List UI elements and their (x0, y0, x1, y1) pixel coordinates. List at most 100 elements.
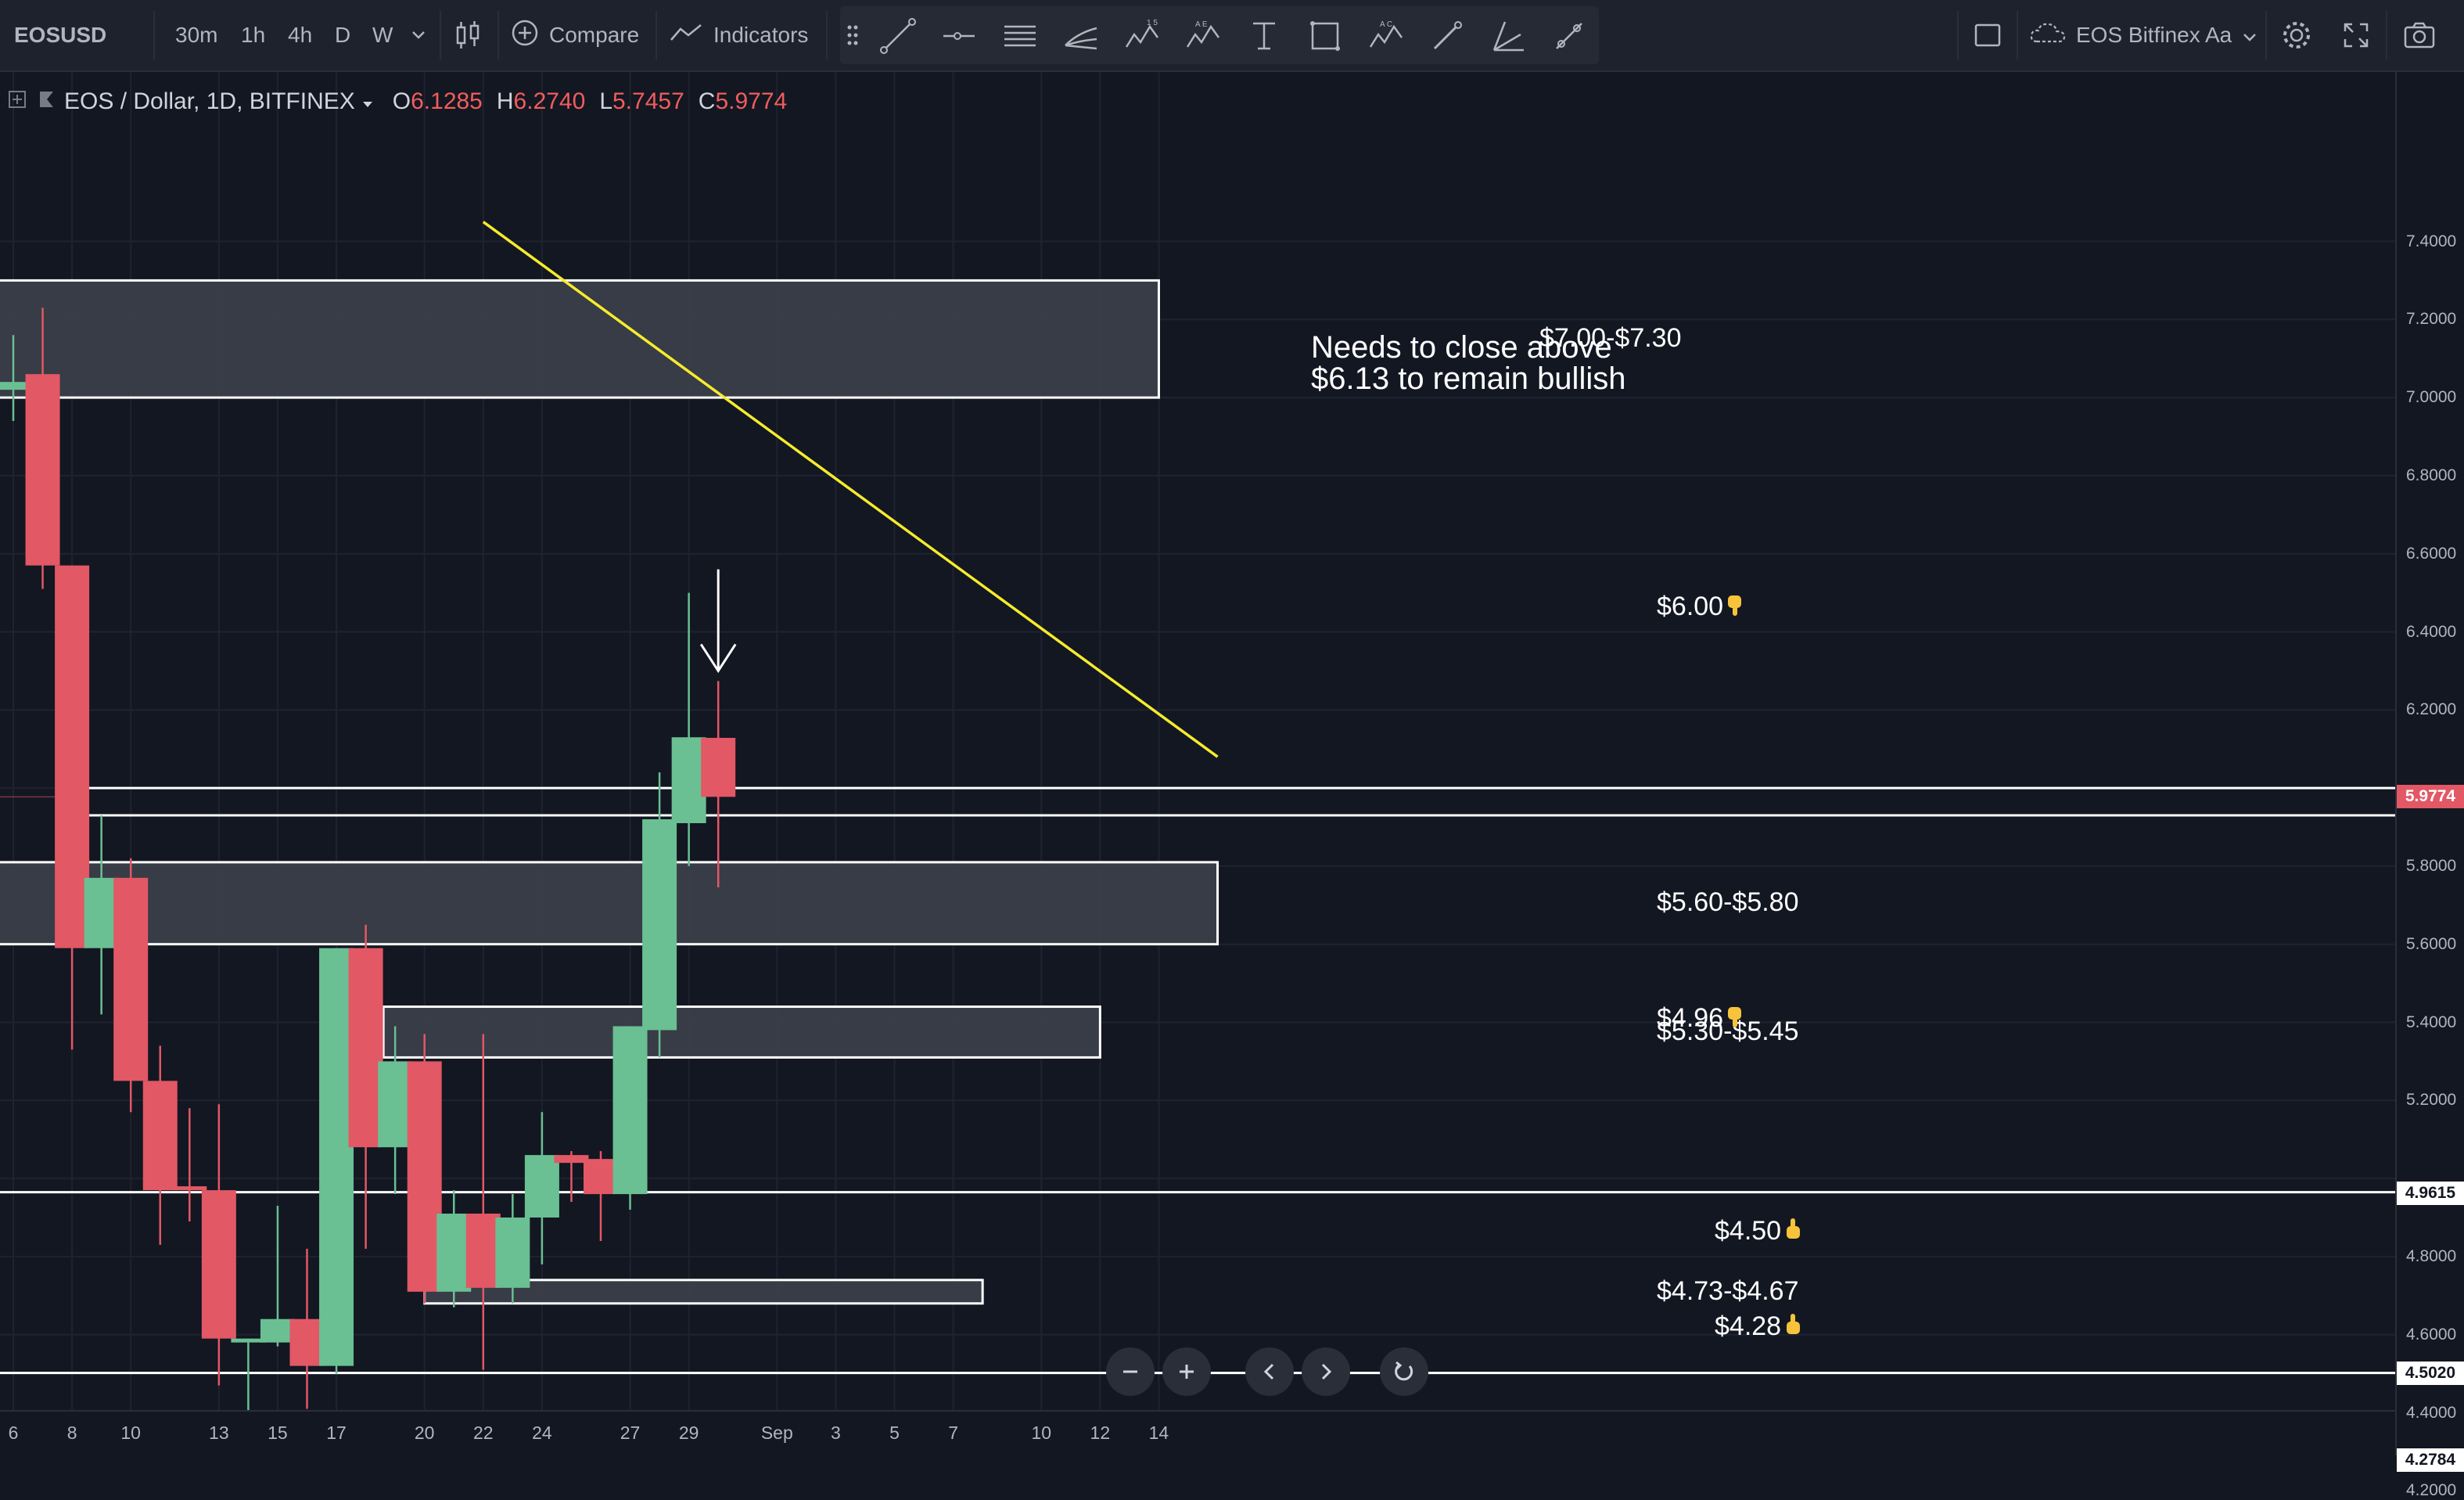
toolbar-divider (2265, 11, 2267, 59)
candlesticks (0, 308, 736, 1410)
layout-name-label: EOS Bitfinex Aa (2076, 23, 2232, 47)
date-tick-label: 29 (678, 1423, 699, 1443)
candle-body (231, 1338, 266, 1343)
elliott-wave-tool-icon[interactable]: 1 5 (1123, 17, 1161, 55)
candle-style-icon[interactable] (454, 0, 482, 70)
brush-tool-icon[interactable] (1428, 17, 1466, 55)
timeframe-w-button[interactable]: W (372, 23, 393, 47)
date-tick-label: 17 (326, 1423, 347, 1443)
cloud-icon (2029, 21, 2067, 50)
level-label-0: $6.00 (1657, 592, 1744, 624)
svg-text:1 5: 1 5 (1147, 19, 1158, 27)
layout-menu-button[interactable]: EOS Bitfinex Aa (2029, 0, 2257, 70)
parallel-channel-tool-icon[interactable] (1001, 17, 1039, 55)
toolbar-divider (826, 11, 828, 59)
top-toolbar: EOSUSD 30m 1h 4h D W Compare Indicators … (0, 0, 2464, 72)
plus-icon (1180, 1365, 1194, 1379)
symbol-search-button[interactable]: EOSUSD (14, 23, 107, 47)
price-zones (0, 279, 1219, 1305)
date-tick-label: 6 (8, 1423, 19, 1443)
compare-label: Compare (549, 23, 640, 47)
candle-body (612, 1026, 648, 1195)
date-tick-label: 20 (414, 1423, 435, 1443)
zone-label-1: $5.60-$5.80 (1657, 887, 1799, 918)
rectangle-tool-icon[interactable] (1306, 17, 1344, 55)
gann-fan-tool-icon[interactable] (1489, 17, 1527, 55)
timeframe-d-button[interactable]: D (335, 23, 351, 47)
drag-handle-icon[interactable] (846, 23, 859, 51)
legend-high-value: 6.2740 (513, 88, 586, 114)
xabcd-pattern-tool-icon[interactable]: A C (1367, 17, 1405, 55)
date-tick-label: 27 (620, 1423, 641, 1443)
zone-label-1-text: $5.60-$5.80 (1657, 887, 1799, 918)
compare-button[interactable]: Compare (512, 0, 639, 70)
price-tag: 4.2784 (2397, 1448, 2464, 1473)
date-tick-label: 15 (268, 1423, 288, 1443)
level-label-2-text: $4.50 (1715, 1216, 1782, 1246)
toolbar-divider (1957, 11, 1959, 59)
price-tick-label: 6.6000 (2406, 544, 2457, 563)
candle-body (524, 1155, 559, 1218)
gear-icon[interactable] (2281, 0, 2312, 70)
chart-pane[interactable]: $7.00-$7.30 $5.60-$5.80 $5.30-$5.45 $4.73-$… (0, 72, 2395, 1410)
zone-label-0: $7.00-$7.30 (1539, 323, 1682, 354)
camera-icon[interactable] (2403, 0, 2436, 70)
trend-line-tool-icon[interactable] (879, 17, 917, 55)
date-tick-label: Sep (760, 1423, 793, 1443)
svg-text:A C: A C (1380, 20, 1392, 29)
annotation-line-2: $6.13 to remain bullish (1311, 362, 1626, 396)
candle-body (495, 1218, 530, 1288)
timeframe-1h-button[interactable]: 1h (241, 23, 266, 47)
date-tick-label: 10 (120, 1423, 141, 1443)
candle-body (701, 737, 736, 797)
pitchfork-tool-icon[interactable] (1062, 17, 1100, 55)
zoom-out-button[interactable] (1106, 1347, 1155, 1396)
time-axis[interactable]: 6 8 10 13 15 17 20 22 24 27 29 Sep 3 5 7 10 12 14 (0, 1410, 2395, 1457)
expand-icon[interactable] (2342, 0, 2370, 70)
candle-body (554, 1155, 589, 1164)
date-tick-label: 24 (532, 1423, 552, 1443)
zoom-in-button[interactable] (1162, 1347, 1211, 1396)
timeframe-4h-button[interactable]: 4h (288, 23, 313, 47)
chevron-down-icon (2243, 23, 2257, 48)
chart-canvas[interactable] (0, 72, 2395, 1410)
legend-title[interactable]: EOS / Dollar, 1D, BITFINEX (64, 88, 355, 114)
date-tick-label: 5 (889, 1423, 900, 1443)
abcd-pattern-tool-icon[interactable]: A E (1184, 17, 1222, 55)
refresh-icon (1395, 1361, 1413, 1381)
timeframe-dropdown-chevron-icon[interactable] (411, 0, 426, 70)
text-tool-icon[interactable] (1245, 17, 1283, 55)
legend-open-value: 6.1285 (411, 88, 483, 114)
candle-body (84, 877, 119, 948)
price-tick-label: 6.8000 (2406, 466, 2457, 484)
measure-tool-icon[interactable] (1550, 17, 1588, 55)
horizontal-ray-tool-icon[interactable] (940, 17, 978, 55)
candle-body (436, 1214, 472, 1292)
price-tag: 4.5020 (2397, 1361, 2464, 1385)
scroll-left-button[interactable] (1245, 1347, 1294, 1396)
price-tick-label: 5.2000 (2406, 1091, 2457, 1110)
timeframe-30m-button[interactable]: 30m (175, 23, 218, 47)
expand-legend-icon[interactable] (8, 88, 27, 115)
fullscreen-square-icon[interactable] (1973, 0, 2002, 70)
legend-dropdown-icon[interactable] (361, 88, 374, 115)
reset-chart-button[interactable] (1380, 1347, 1428, 1396)
price-zone-box (382, 1005, 1101, 1059)
scroll-right-button[interactable] (1302, 1347, 1350, 1396)
price-tick-label: 5.8000 (2406, 856, 2457, 875)
price-axis[interactable]: 7.4000 7.2000 7.0000 6.8000 6.6000 6.4000 6.20… (2395, 72, 2464, 1499)
price-tag: 4.9615 (2397, 1182, 2464, 1206)
toolbar-divider (440, 11, 441, 59)
indicators-button[interactable]: Indicators (670, 0, 808, 70)
candle-body (584, 1159, 618, 1195)
level-label-0-text: $6.00 (1657, 592, 1724, 621)
candle-body (465, 1214, 501, 1288)
svg-text:A E: A E (1195, 20, 1208, 29)
candle-body (260, 1318, 295, 1343)
price-tick-label: 5.4000 (2406, 1013, 2457, 1031)
price-tick-label: 7.4000 (2406, 232, 2457, 250)
drawing-toolbar: 1 5 A E A C (840, 6, 1599, 64)
zone-label-2-text: $5.30-$5.45 (1657, 1016, 1799, 1046)
price-tick-label: 4.8000 (2406, 1246, 2457, 1265)
price-tick-label: 7.0000 (2406, 388, 2457, 407)
